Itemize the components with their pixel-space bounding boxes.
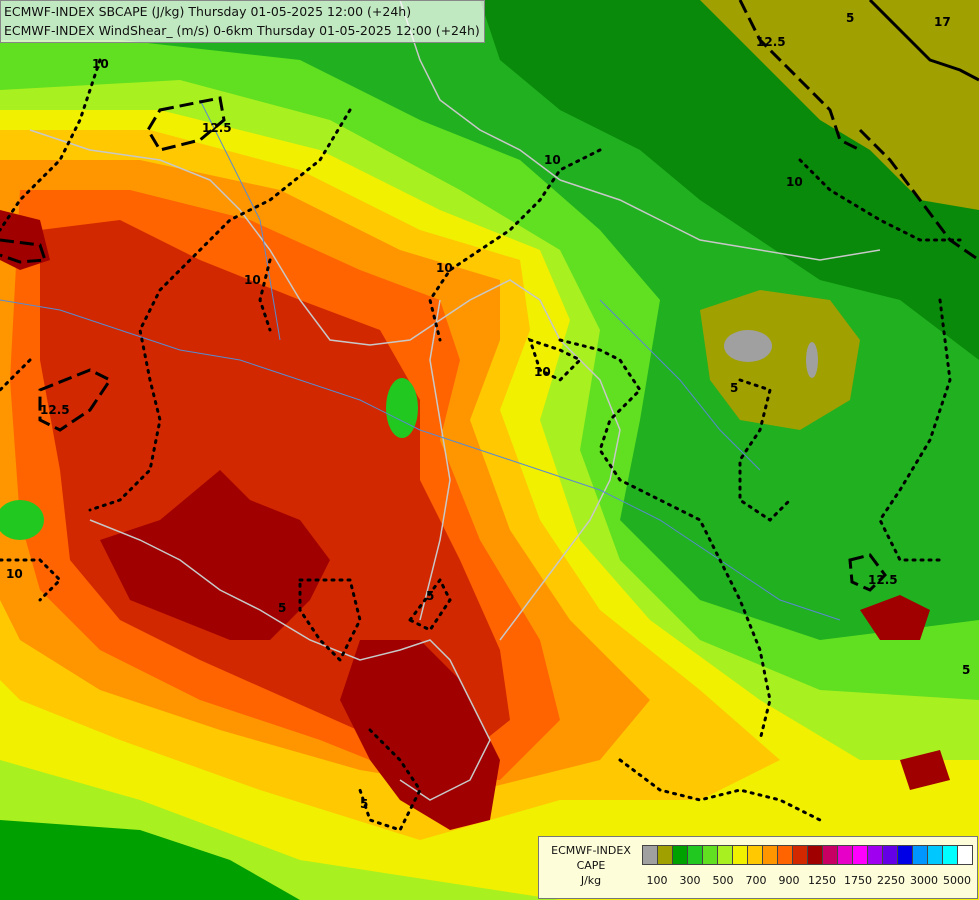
legend-ticks: 100 300 500 700 900 1250 1750 2250 3000 5000 <box>642 874 972 890</box>
cape-maroon-region <box>340 640 500 830</box>
legend-swatch <box>792 845 808 865</box>
contour-label: 10 <box>786 175 803 189</box>
cape-grey-region <box>806 342 818 378</box>
legend-source: ECMWF-INDEX <box>551 844 631 857</box>
legend-swatches <box>642 845 973 865</box>
contour-label: 10 <box>436 261 453 275</box>
windshear-title: ECMWF-INDEX WindShear_ (m/s) 0-6km Thurs… <box>4 23 480 38</box>
legend-swatch <box>717 845 733 865</box>
legend-tick: 300 <box>679 874 701 887</box>
contour-label: 10 <box>6 567 23 581</box>
legend-tick: 100 <box>646 874 668 887</box>
contour-label: 5 <box>846 11 854 25</box>
contour-label: 17 <box>934 15 951 29</box>
country-borders <box>29 0 881 801</box>
legend-tick: 1750 <box>844 874 872 887</box>
legend-variable: CAPE <box>576 859 606 872</box>
contour-label: 10 <box>92 57 109 71</box>
legend-label: ECMWF-INDEX CAPE J/kg <box>543 843 639 888</box>
contour-label: 5 <box>426 589 434 603</box>
legend-tick: 1250 <box>808 874 836 887</box>
legend-tick: 3000 <box>910 874 938 887</box>
contour-label: 12.5 <box>756 35 786 49</box>
contour-label: 5 <box>962 663 970 677</box>
legend-swatch <box>672 845 688 865</box>
contour-label: 10 <box>534 365 551 379</box>
cape-maroon-region <box>0 210 50 270</box>
legend-tick: 500 <box>712 874 734 887</box>
color-legend: ECMWF-INDEX CAPE J/kg 100 300 500 700 900 125… <box>538 836 978 899</box>
contour-label: 12.5 <box>40 403 70 417</box>
legend-swatch <box>822 845 838 865</box>
legend-swatch <box>702 845 718 865</box>
legend-unit: J/kg <box>580 874 602 887</box>
rivers <box>0 99 841 621</box>
legend-swatch <box>837 845 853 865</box>
legend-tick: 2250 <box>877 874 905 887</box>
contour-label: 10 <box>244 273 261 287</box>
cape-green-patch <box>0 820 300 900</box>
legend-swatch <box>762 845 778 865</box>
legend-swatch <box>852 845 868 865</box>
contour-label: 5 <box>360 797 368 811</box>
windshear-contours-dotted <box>0 58 962 832</box>
legend-swatch <box>642 845 658 865</box>
contour-labels: 5 17 12.5 12.5 10 10 10 10 10 10 12.5 5 … <box>6 11 970 811</box>
windshear-contours-dashed <box>0 0 979 592</box>
contour-label: 5 <box>730 381 738 395</box>
contour-label: 12.5 <box>202 121 232 135</box>
cape-green-patch <box>0 500 44 540</box>
map-title-box: ECMWF-INDEX SBCAPE (J/kg) Thursday 01-05… <box>0 0 485 43</box>
legend-swatch <box>927 845 943 865</box>
legend-tick: 700 <box>745 874 767 887</box>
legend-swatch <box>882 845 898 865</box>
cape-maroon-region <box>900 750 950 790</box>
legend-swatch <box>942 845 958 865</box>
contour-label: 12.5 <box>868 573 898 587</box>
windshear-contour-solid <box>868 0 979 82</box>
contour-label: 5 <box>278 601 286 615</box>
cape-darkred-region <box>40 220 510 760</box>
legend-swatch <box>657 845 673 865</box>
legend-swatch <box>957 845 973 865</box>
legend-swatch <box>897 845 913 865</box>
legend-swatch <box>747 845 763 865</box>
cape-grey-region <box>724 330 772 362</box>
legend-swatch <box>687 845 703 865</box>
legend-swatch <box>867 845 883 865</box>
cape-olive-region <box>700 290 860 430</box>
legend-tick: 900 <box>778 874 800 887</box>
cape-maroon-region <box>100 470 330 640</box>
legend-tick: 5000 <box>943 874 971 887</box>
contour-label: 10 <box>544 153 561 167</box>
legend-swatch <box>777 845 793 865</box>
cape-olive-region <box>700 0 979 210</box>
legend-swatch <box>732 845 748 865</box>
cape-maroon-region <box>860 595 930 640</box>
cape-green-patch <box>386 378 418 438</box>
cape-title: ECMWF-INDEX SBCAPE (J/kg) Thursday 01-05… <box>4 4 412 19</box>
legend-swatch <box>912 845 928 865</box>
legend-swatch <box>807 845 823 865</box>
